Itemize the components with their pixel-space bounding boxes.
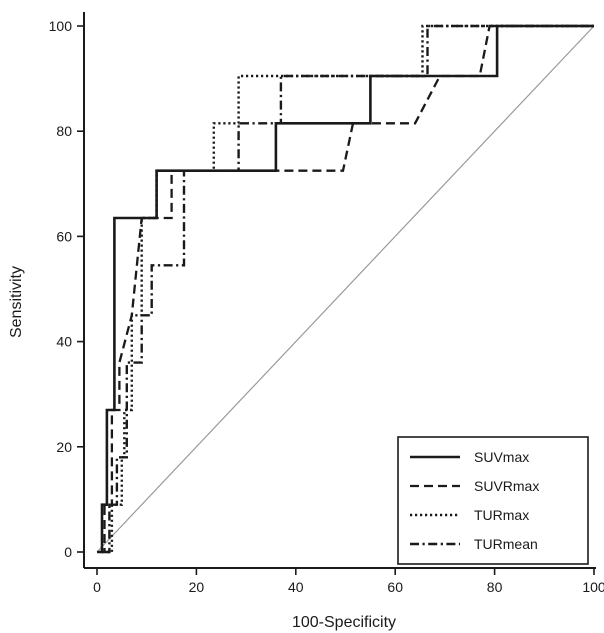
x-tick-label: 0 [93,579,101,595]
series-line-turmean [104,24,594,554]
x-tick-label: 80 [487,579,503,595]
series-line-suvrmax [99,24,594,554]
y-tick-label: 80 [56,123,72,139]
x-tick-label: 40 [288,579,304,595]
y-tick-label: 20 [56,439,72,455]
y-tick-label: 0 [64,544,72,560]
legend-label-suvmax: SUVmax [474,449,529,465]
x-axis-title: 100-Specificity [292,614,396,631]
legend-label-suvrmax: SUVRmax [474,478,539,494]
series-line-suvmax [97,24,594,554]
series-line-turmax [102,24,594,554]
y-axis-title: Sensitivity [8,266,25,338]
reference-diagonal-line [96,25,595,553]
legend: SUVmax SUVRmax TURmax TURmean [397,436,589,565]
legend-label-turmax: TURmax [474,507,529,523]
x-tick-label: 60 [387,579,403,595]
y-tick-label: 60 [56,228,72,244]
x-tick-label: 100 [582,579,604,595]
y-tick-label: 100 [49,18,73,34]
y-tick-label: 40 [56,334,72,350]
x-tick-label: 20 [189,579,205,595]
legend-label-turmean: TURmean [474,536,538,552]
